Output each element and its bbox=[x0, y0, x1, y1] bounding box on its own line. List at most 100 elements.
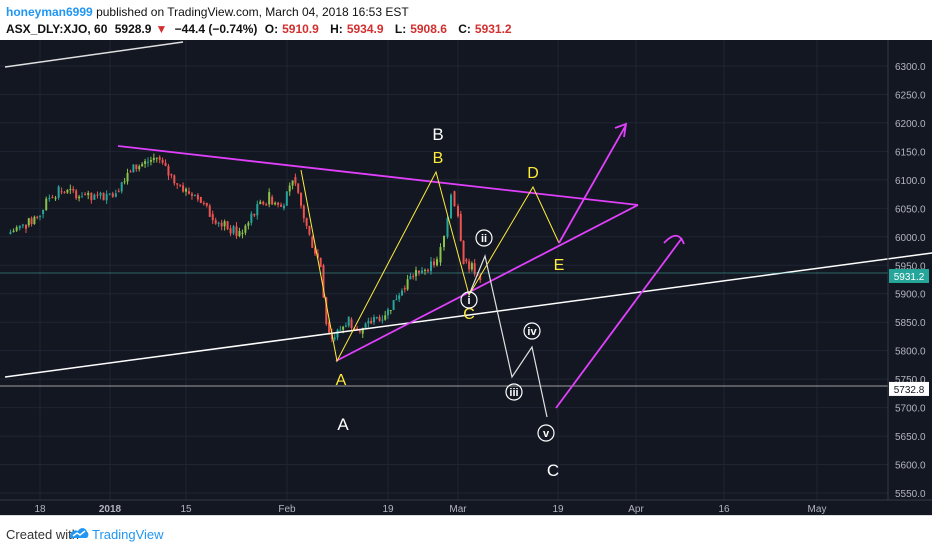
candle-body bbox=[336, 329, 339, 338]
candle-body bbox=[294, 177, 297, 184]
candle-body bbox=[439, 247, 442, 263]
candle-body bbox=[193, 194, 196, 196]
candle-body bbox=[311, 236, 314, 248]
price-chart[interactable]: 6300.0 6250.0 6200.0 6150.0 6100.0 6050.0 6000… bbox=[0, 40, 932, 515]
candle-body bbox=[418, 270, 420, 273]
candle-body bbox=[105, 194, 108, 201]
symbol-name[interactable]: ASX_DLY:XJO, 60 bbox=[6, 22, 108, 36]
candle-body bbox=[387, 309, 389, 316]
candle-body bbox=[350, 319, 353, 329]
candle-body bbox=[364, 323, 367, 329]
candle-body bbox=[288, 185, 291, 192]
created-with-text: Created with bbox=[6, 527, 79, 542]
candle-body bbox=[256, 204, 259, 216]
y-tick-label: 5950.0 bbox=[895, 261, 926, 272]
last-price: 5928.9 bbox=[114, 22, 152, 36]
y-tick-label: 5800.0 bbox=[895, 347, 926, 358]
symbol-line: ASX_DLY:XJO, 60 5928.9 ▼ −44.4 (−0.74%) O… bbox=[6, 22, 520, 36]
magenta-recovery-arrow[interactable] bbox=[555, 237, 683, 409]
wave-label-iii: iii bbox=[509, 387, 518, 399]
candle-body bbox=[158, 157, 161, 160]
candle-body bbox=[235, 226, 238, 237]
level-price-tag: 5732.8 bbox=[894, 385, 925, 396]
change-arrow-icon: ▼ bbox=[155, 22, 168, 36]
wave-label-i: i bbox=[467, 295, 470, 307]
chart-header: honeyman6999 published on TradingView.co… bbox=[0, 0, 932, 40]
candle-body bbox=[69, 189, 72, 191]
candle-body bbox=[406, 279, 409, 290]
candle-body bbox=[185, 188, 187, 192]
x-tick-label: 18 bbox=[34, 504, 46, 515]
candle-body bbox=[72, 189, 75, 191]
candle-body bbox=[401, 290, 403, 296]
candle-body bbox=[39, 215, 41, 217]
high-label: H: bbox=[330, 22, 343, 36]
candle-body bbox=[450, 194, 452, 218]
magenta-lower-trendline[interactable] bbox=[335, 204, 639, 362]
candle-body bbox=[465, 259, 468, 262]
candle-body bbox=[117, 191, 120, 193]
yellow-abcde-wave[interactable] bbox=[300, 169, 560, 363]
candle-body bbox=[457, 206, 459, 217]
candle-body bbox=[217, 222, 220, 224]
candle-body bbox=[453, 191, 456, 207]
candle-body bbox=[430, 261, 432, 272]
candle-body bbox=[25, 224, 27, 229]
lower-white-trendline[interactable] bbox=[4, 252, 932, 378]
magenta-breakout-arrow[interactable] bbox=[558, 124, 627, 244]
candle-body bbox=[479, 275, 482, 280]
candle-body bbox=[238, 230, 241, 237]
upper-white-trendline[interactable] bbox=[4, 41, 184, 68]
candle-body bbox=[250, 213, 253, 223]
candle-body bbox=[378, 317, 381, 321]
publish-line: honeyman6999 published on TradingView.co… bbox=[6, 5, 409, 19]
tradingview-brand[interactable]: TradingView bbox=[92, 527, 164, 542]
candle-body bbox=[152, 158, 155, 160]
candle-body bbox=[339, 329, 342, 331]
candle-body bbox=[473, 263, 476, 275]
candle-body bbox=[308, 225, 311, 235]
candle-body bbox=[319, 257, 322, 267]
candle-body bbox=[176, 183, 179, 185]
candle-body bbox=[247, 222, 250, 226]
chart-area[interactable]: 6300.0 6250.0 6200.0 6150.0 6100.0 6050.0 6000… bbox=[0, 40, 932, 515]
candle-body bbox=[282, 205, 285, 209]
author-name[interactable]: honeyman6999 bbox=[6, 5, 93, 19]
candle-body bbox=[36, 216, 39, 218]
candle-body bbox=[322, 265, 325, 298]
candle-body bbox=[12, 230, 15, 233]
candle-body bbox=[421, 270, 423, 273]
candle-body bbox=[155, 157, 158, 159]
wave-label-yellow-a: A bbox=[336, 372, 347, 389]
candle-body bbox=[21, 224, 24, 226]
candle-body bbox=[325, 297, 328, 324]
candle-body bbox=[161, 159, 164, 163]
y-tick-label: 5600.0 bbox=[895, 461, 926, 472]
candle-body bbox=[291, 180, 294, 186]
candle-body bbox=[51, 196, 54, 198]
open-value: 5910.9 bbox=[282, 22, 319, 36]
candle-body bbox=[305, 218, 308, 226]
wave-label-iv: iv bbox=[527, 326, 537, 338]
candle-body bbox=[392, 300, 395, 311]
candle-body bbox=[30, 218, 33, 225]
candle-body bbox=[57, 186, 60, 198]
candle-body bbox=[262, 201, 265, 205]
candle-body bbox=[45, 198, 48, 210]
candle-body bbox=[187, 191, 190, 194]
open-label: O: bbox=[264, 22, 279, 36]
white-impulse-wave[interactable] bbox=[468, 254, 548, 418]
x-tick-label: Apr bbox=[628, 504, 644, 515]
candle-body bbox=[302, 205, 305, 219]
y-tick-label: 6050.0 bbox=[895, 204, 926, 215]
x-tick-label: 15 bbox=[180, 504, 192, 515]
wave-label-yellow-d: D bbox=[527, 165, 539, 182]
candle-body bbox=[253, 214, 256, 216]
y-tick-label: 6000.0 bbox=[895, 233, 926, 244]
candle-body bbox=[333, 337, 336, 340]
y-tick-label: 5700.0 bbox=[895, 404, 926, 415]
candle-body bbox=[384, 315, 387, 320]
y-tick-label: 5750.0 bbox=[895, 375, 926, 386]
magenta-upper-trendline[interactable] bbox=[117, 145, 639, 206]
candle-body bbox=[259, 201, 262, 205]
